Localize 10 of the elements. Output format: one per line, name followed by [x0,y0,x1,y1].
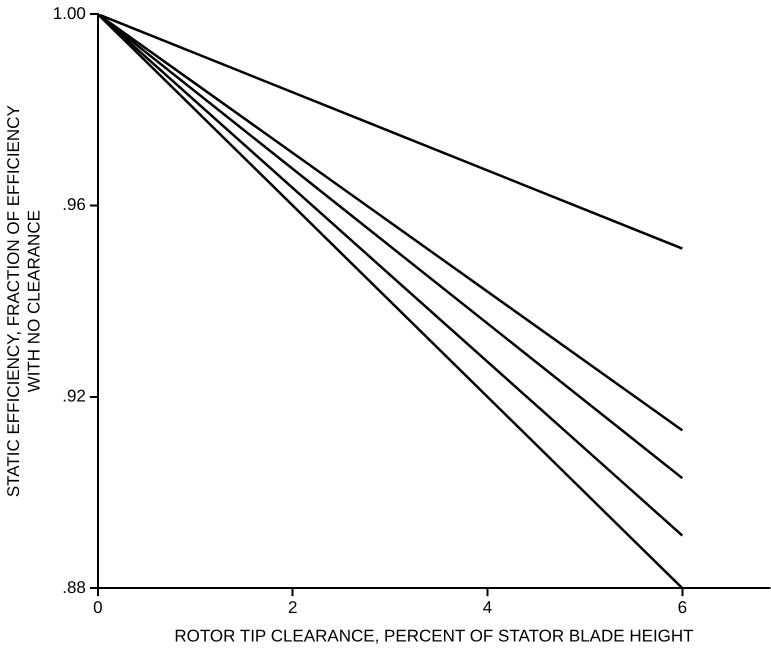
y-tick-label: .88 [62,578,86,597]
y-tick-label: .92 [62,386,86,406]
x-tick-label: 4 [482,598,492,618]
y-tick-label: .96 [62,195,86,214]
x-tick-label: 6 [678,598,688,618]
x-tick-label: 2 [288,598,298,618]
x-tick-label: 0 [93,598,103,618]
y-axis-title: STATIC EFFICIENCY, FRACTION OF EFFICIENCY WITH NO CLEARANCE [4,105,44,498]
y-tick-label: 1.00 [52,4,86,23]
x-axis-title: ROTOR TIP CLEARANCE, PERCENT OF STATOR BLADE HEIGHT [174,626,694,646]
